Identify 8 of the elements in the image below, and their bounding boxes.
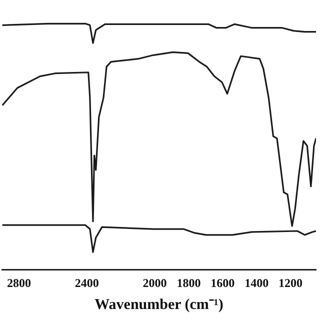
x-axis-title: Wavenumber (cm⁻¹) — [94, 296, 224, 313]
x-tick-label: 1200 — [278, 276, 303, 290]
x-tick-label: 2400 — [74, 276, 99, 290]
x-tick-label: 2000 — [142, 276, 167, 290]
x-tick-label: 1800 — [176, 276, 201, 290]
x-tick-label: 1400 — [244, 276, 269, 290]
x-tick-label: 1600 — [210, 276, 235, 290]
x-tick-label: 2800 — [6, 276, 31, 290]
